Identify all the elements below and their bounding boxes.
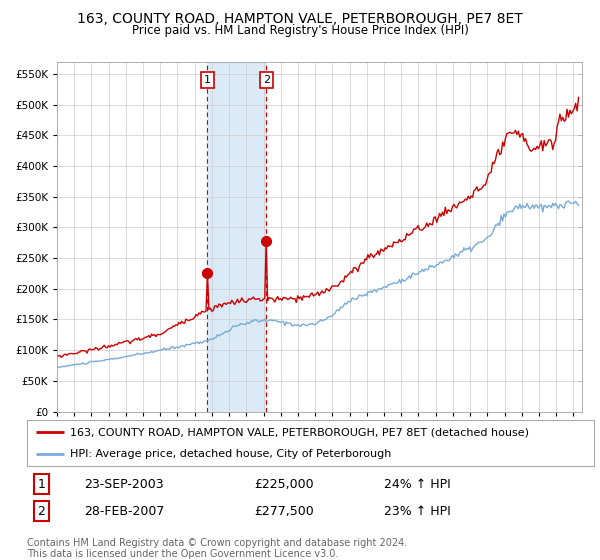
Text: Price paid vs. HM Land Registry's House Price Index (HPI): Price paid vs. HM Land Registry's House …: [131, 24, 469, 37]
Text: HPI: Average price, detached house, City of Peterborough: HPI: Average price, detached house, City…: [70, 449, 391, 459]
Text: Contains HM Land Registry data © Crown copyright and database right 2024.
This d: Contains HM Land Registry data © Crown c…: [27, 538, 407, 559]
Text: 23% ↑ HPI: 23% ↑ HPI: [384, 505, 451, 518]
Text: 1: 1: [37, 478, 45, 491]
Text: 163, COUNTY ROAD, HAMPTON VALE, PETERBOROUGH, PE7 8ET (detached house): 163, COUNTY ROAD, HAMPTON VALE, PETERBOR…: [70, 427, 529, 437]
Text: 1: 1: [204, 75, 211, 85]
Text: 28-FEB-2007: 28-FEB-2007: [84, 505, 164, 518]
Text: 2: 2: [263, 75, 270, 85]
Text: 2: 2: [37, 505, 45, 518]
Text: 24% ↑ HPI: 24% ↑ HPI: [384, 478, 451, 491]
Text: 23-SEP-2003: 23-SEP-2003: [84, 478, 163, 491]
Text: £277,500: £277,500: [254, 505, 314, 518]
Bar: [207, 62, 266, 412]
Text: 163, COUNTY ROAD, HAMPTON VALE, PETERBOROUGH, PE7 8ET: 163, COUNTY ROAD, HAMPTON VALE, PETERBOR…: [77, 12, 523, 26]
Text: £225,000: £225,000: [254, 478, 313, 491]
